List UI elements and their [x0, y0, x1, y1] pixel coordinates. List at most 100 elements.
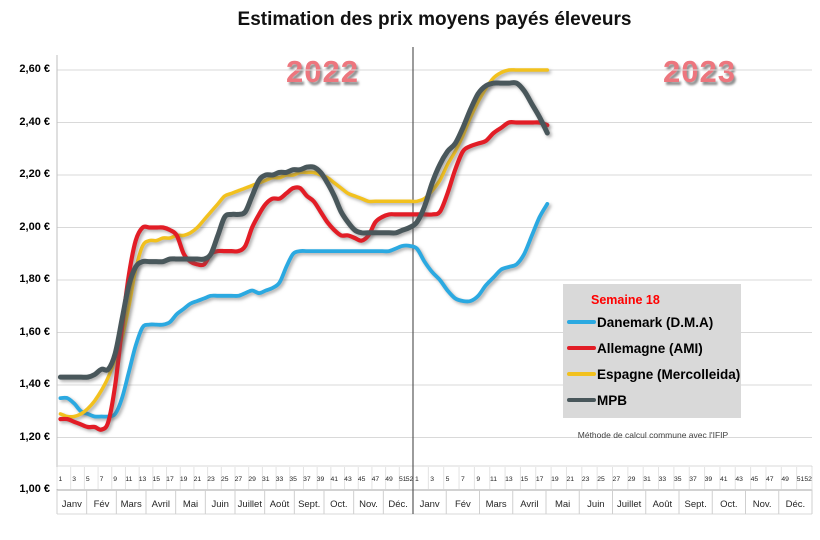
x-axis-month-label: Nov. [359, 499, 378, 510]
x-axis-month-label: Août [653, 499, 673, 510]
x-axis-week-label: 41 [720, 476, 728, 483]
x-axis-week-label: 9 [113, 476, 117, 483]
x-axis-month-label: Fév [94, 499, 110, 510]
x-axis-week-label: 13 [139, 476, 147, 483]
x-axis-month-label: Déc. [786, 499, 806, 510]
x-axis-week-label: 41 [330, 476, 338, 483]
x-axis-week-label: 31 [643, 476, 651, 483]
x-axis-week-label: 7 [461, 476, 465, 483]
x-axis-month-label: Oct. [720, 499, 737, 510]
x-axis-week-label: 35 [289, 476, 297, 483]
x-axis-month-label: Sept. [685, 499, 707, 510]
series-line-danemark [58, 202, 550, 419]
x-axis-week-label: 29 [628, 476, 636, 483]
x-axis-week-label: 19 [180, 476, 188, 483]
x-axis-week-label: 7 [100, 476, 104, 483]
x-axis-month-label: Nov. [753, 499, 772, 510]
x-axis-week-label: 15 [520, 476, 528, 483]
legend-item: Allemagne (AMI) [563, 335, 741, 361]
x-axis-week-label: 29 [248, 476, 256, 483]
y-axis-label: 1,80 € [19, 273, 50, 285]
x-axis-month-label: Janv [62, 499, 82, 510]
x-axis-month-label: Mars [121, 499, 142, 510]
x-axis-week-label: 51 [797, 476, 805, 483]
x-axis-week-label: 43 [344, 476, 352, 483]
legend-item-label: Espagne (Mercolleida) [597, 366, 741, 382]
x-axis-week-label: 9 [476, 476, 480, 483]
x-axis-week-label: 52 [406, 476, 414, 483]
legend: Semaine 18 Danemark (D.M.A) Allemagne (A… [563, 284, 741, 418]
x-axis-week-label: 21 [567, 476, 575, 483]
x-axis-month-label: Août [270, 499, 290, 510]
x-axis-week-label: 39 [317, 476, 325, 483]
x-axis-week-label: 31 [262, 476, 270, 483]
series-line-allemagne [58, 120, 550, 432]
x-axis-week-label: 1 [415, 476, 419, 483]
x-axis-week-label: 49 [385, 476, 393, 483]
x-axis-month-label: Avril [152, 499, 170, 510]
series-line-espagne [58, 68, 550, 419]
x-axis-month-label: Mai [183, 499, 198, 510]
legend-line-swatch-mpb [567, 398, 596, 402]
x-axis-week-label: 19 [551, 476, 559, 483]
legend-item: Espagne (Mercolleida) [563, 361, 741, 387]
x-axis-month-label: Juin [587, 499, 604, 510]
x-axis-month-label: Mai [555, 499, 570, 510]
x-axis-month-label: Déc. [388, 499, 408, 510]
x-axis-week-label: 5 [446, 476, 450, 483]
x-axis-week-label: 15 [152, 476, 160, 483]
x-axis-week-label: 49 [781, 476, 789, 483]
legend-item-label: Danemark (D.M.A) [597, 314, 714, 330]
y-axis-label: 2,20 € [19, 168, 50, 180]
footnote: Méthode de calcul commune avec l'IFIP [577, 430, 729, 440]
x-axis-week-label: 5 [86, 476, 90, 483]
x-axis-week-label: 27 [613, 476, 621, 483]
x-axis-week-label: 11 [490, 476, 497, 483]
x-axis-week-label: 21 [194, 476, 202, 483]
x-axis-week-label: 3 [72, 476, 76, 483]
x-axis-week-label: 3 [430, 476, 434, 483]
x-axis-week-label: 37 [303, 476, 311, 483]
x-axis-week-label: 47 [766, 476, 774, 483]
year-label-2022: 2022 [286, 54, 359, 89]
legend-item: MPB [563, 387, 741, 413]
x-axis-week-label: 45 [358, 476, 366, 483]
x-axis-week-label: 45 [751, 476, 759, 483]
x-axis-month-label: Janv [420, 499, 440, 510]
x-axis-month-label: Avril [520, 499, 538, 510]
y-axis-label: 1,40 € [19, 378, 50, 390]
x-axis-week-label: 47 [372, 476, 380, 483]
x-axis-week-label: 25 [597, 476, 605, 483]
series-line-mpb [57, 80, 550, 380]
x-axis-month-label: Fév [455, 499, 471, 510]
x-axis-week-label: 25 [221, 476, 229, 483]
x-axis-week-label: 51 [399, 476, 407, 483]
legend-item-label: Allemagne (AMI) [597, 340, 703, 356]
x-axis-month-label: Juillet [617, 499, 642, 510]
x-axis-week-label: 13 [505, 476, 513, 483]
legend-week-label: Semaine 18 [591, 293, 660, 307]
y-axis-label: 1,00 € [19, 483, 50, 495]
x-axis-week-label: 43 [735, 476, 743, 483]
year-label-2023: 2023 [663, 54, 736, 89]
legend-line-swatch-danemark [567, 320, 596, 324]
x-axis-month-label: Sept. [298, 499, 320, 510]
x-axis-week-label: 1 [59, 476, 63, 483]
x-axis-week-label: 17 [536, 476, 544, 483]
x-axis-month-label: Mars [486, 499, 507, 510]
x-axis-week-label: 27 [235, 476, 243, 483]
legend-line-swatch-espagne [567, 372, 596, 376]
x-axis-week-label: 37 [689, 476, 697, 483]
x-axis-month-label: Juillet [238, 499, 263, 510]
y-axis-label: 1,20 € [19, 430, 50, 443]
y-axis-label: 2,60 € [19, 63, 50, 75]
x-axis-week-label: 52 [804, 476, 812, 483]
x-axis-month-label: Oct. [330, 499, 347, 510]
y-axis-label: 2,00 € [19, 220, 50, 233]
legend-item: Danemark (D.M.A) [563, 309, 741, 335]
legend-line-swatch-allemagne [567, 346, 596, 350]
x-axis-week-label: 39 [705, 476, 713, 483]
x-axis-month-label: Juin [211, 499, 228, 510]
x-axis-week-label: 11 [125, 476, 132, 483]
